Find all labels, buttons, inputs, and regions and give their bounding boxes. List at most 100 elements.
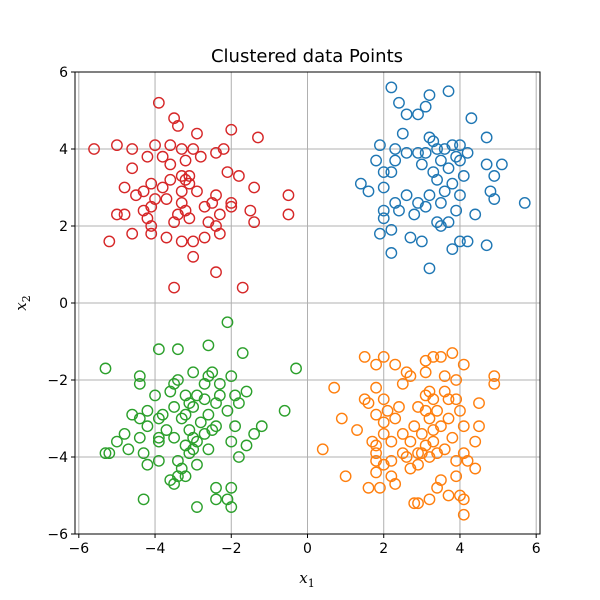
data-point — [118, 208, 131, 221]
data-point — [191, 501, 203, 513]
data-point — [385, 454, 398, 467]
data-point — [419, 100, 432, 113]
data-point — [179, 154, 192, 167]
data-point — [164, 139, 177, 152]
y-tick-label: 6 — [59, 65, 68, 81]
data-point — [412, 146, 424, 159]
data-point — [141, 420, 154, 433]
data-point — [435, 196, 447, 209]
data-point — [362, 481, 375, 494]
data-point — [221, 404, 234, 417]
data-point — [213, 227, 226, 240]
data-point — [442, 216, 455, 229]
y-axis-label: x2 — [12, 295, 33, 310]
data-point — [389, 143, 402, 155]
data-point — [423, 89, 436, 102]
data-point — [210, 266, 222, 279]
data-point — [164, 385, 177, 398]
data-point — [172, 120, 184, 132]
data-point — [316, 443, 329, 456]
data-point — [454, 404, 466, 417]
data-point — [435, 154, 447, 167]
data-point — [446, 177, 459, 190]
data-point — [480, 239, 493, 252]
data-point — [248, 181, 261, 194]
data-point — [435, 350, 447, 363]
data-point — [423, 262, 436, 275]
data-point — [152, 454, 165, 467]
data-point — [396, 377, 409, 390]
data-point — [282, 208, 295, 221]
data-point — [103, 447, 116, 460]
data-point — [183, 397, 196, 409]
data-point — [141, 458, 154, 471]
data-point — [183, 177, 196, 190]
data-point — [187, 250, 200, 263]
data-point — [488, 170, 501, 182]
data-point — [137, 447, 150, 460]
data-point — [412, 447, 424, 460]
data-point — [396, 447, 409, 460]
data-point — [389, 358, 402, 371]
data-point — [385, 247, 398, 259]
data-point — [187, 431, 200, 444]
data-point — [99, 362, 112, 375]
data-point — [450, 150, 463, 163]
data-point — [126, 227, 139, 240]
series-cluster_3 — [99, 316, 302, 513]
data-point — [442, 489, 455, 502]
data-point — [240, 439, 253, 452]
data-point — [377, 393, 390, 406]
data-point — [450, 374, 463, 386]
data-point — [438, 443, 451, 456]
data-point — [412, 108, 424, 121]
data-point — [133, 377, 146, 390]
data-point — [175, 235, 188, 248]
data-point — [130, 189, 142, 202]
data-point — [149, 139, 161, 152]
data-point — [385, 435, 398, 448]
data-point — [400, 108, 413, 121]
y-tick-label: −6 — [47, 527, 68, 543]
data-point — [461, 235, 474, 248]
y-axis-label-subscript: 2 — [20, 295, 33, 302]
data-point — [442, 393, 455, 406]
data-point — [442, 162, 455, 175]
data-point — [400, 451, 413, 463]
data-point — [446, 431, 459, 444]
data-point — [156, 181, 169, 194]
data-point — [427, 393, 440, 406]
x-tick-label: 2 — [379, 541, 388, 557]
data-point — [473, 397, 485, 409]
data-point — [198, 377, 211, 390]
data-point — [377, 181, 390, 194]
data-point — [404, 462, 417, 475]
data-point — [278, 404, 291, 417]
data-point — [412, 497, 424, 510]
data-point — [442, 412, 455, 425]
data-point — [374, 481, 386, 494]
data-point — [393, 401, 405, 413]
data-point — [133, 412, 146, 425]
data-point — [168, 478, 180, 490]
data-point — [248, 427, 261, 440]
data-point — [385, 166, 398, 179]
data-point — [438, 185, 451, 198]
data-point — [198, 427, 211, 440]
data-point — [469, 208, 482, 221]
data-point — [469, 462, 482, 475]
data-point — [374, 227, 386, 240]
data-point — [255, 420, 268, 433]
data-point — [454, 489, 466, 502]
data-point — [187, 443, 200, 456]
data-point — [133, 431, 146, 444]
data-point — [408, 497, 421, 510]
data-point — [488, 370, 501, 383]
data-point — [377, 427, 390, 440]
data-point — [149, 389, 161, 402]
data-point — [431, 216, 443, 229]
data-point — [160, 424, 173, 436]
data-point — [358, 393, 371, 406]
data-point — [179, 470, 192, 483]
data-point — [152, 412, 165, 425]
